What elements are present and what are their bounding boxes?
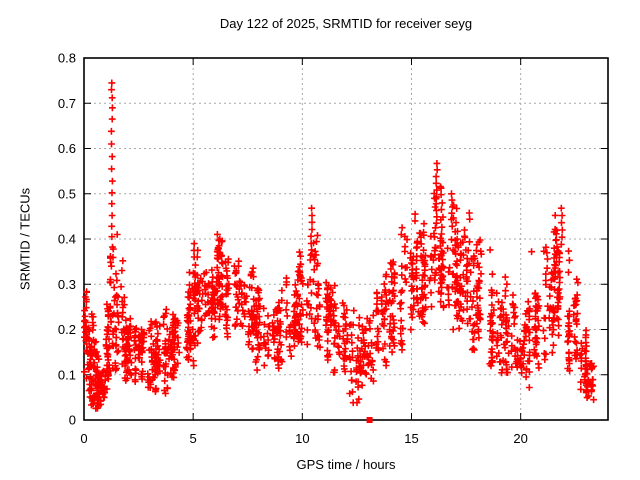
svg-text:0.2: 0.2 <box>58 322 76 337</box>
svg-text:0.4: 0.4 <box>58 232 76 247</box>
y-tick-labels: 0 0.1 0.2 0.3 0.4 0.5 0.6 0.7 0.8 <box>58 51 76 428</box>
grid-lines <box>84 58 608 420</box>
svg-text:0: 0 <box>80 431 87 446</box>
svg-text:5: 5 <box>190 431 197 446</box>
svg-text:0.1: 0.1 <box>58 367 76 382</box>
svg-text:20: 20 <box>513 431 527 446</box>
x-axis-label: GPS time / hours <box>296 457 396 472</box>
plot-border <box>83 57 609 421</box>
svg-text:0: 0 <box>69 413 76 428</box>
chart-title: Day 122 of 2025, SRMTID for receiver sey… <box>219 16 473 31</box>
svg-text:0.7: 0.7 <box>58 96 76 111</box>
outlier-point <box>366 417 373 423</box>
svg-text:10: 10 <box>295 431 309 446</box>
x-tick-labels: 0 5 10 15 20 <box>80 431 528 446</box>
data-points <box>81 79 597 412</box>
svg-text:0.6: 0.6 <box>58 141 76 156</box>
svg-text:0.5: 0.5 <box>58 186 76 201</box>
svg-text:0.8: 0.8 <box>58 51 76 66</box>
svg-text:15: 15 <box>404 431 418 446</box>
svg-text:0.3: 0.3 <box>58 277 76 292</box>
